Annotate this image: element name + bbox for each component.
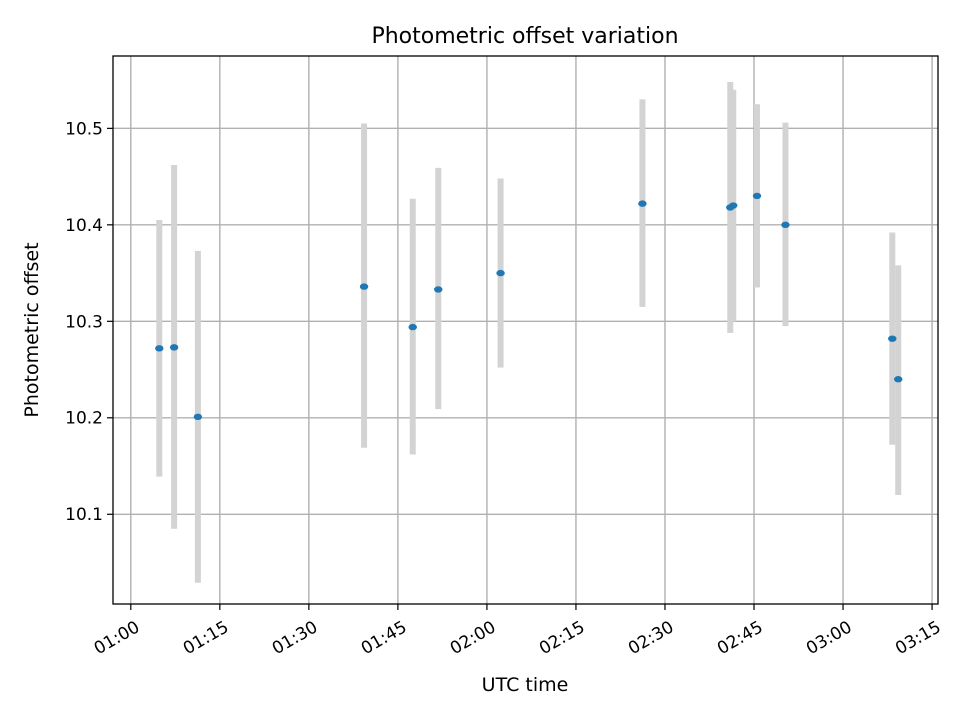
- x-tick-label: 02:45: [714, 617, 766, 659]
- data-point: [729, 202, 738, 209]
- y-tick-label: 10.3: [65, 312, 103, 332]
- x-tick-label: 01:45: [358, 617, 410, 659]
- x-tick-label: 01:15: [180, 617, 232, 659]
- x-tick-label: 01:00: [91, 617, 143, 659]
- data-point: [752, 192, 762, 200]
- data-point: [155, 345, 164, 352]
- x-tick-label: 02:00: [447, 617, 499, 659]
- x-tick-label: 01:30: [269, 617, 321, 659]
- data-point: [894, 376, 903, 383]
- y-axis-label: Photometric offset: [21, 242, 43, 417]
- y-tick-label: 10.1: [65, 505, 103, 525]
- data-point: [638, 200, 647, 207]
- data-point: [408, 323, 417, 331]
- data-point: [359, 283, 369, 290]
- y-tick-label: 10.5: [65, 119, 103, 139]
- data-point: [434, 286, 443, 293]
- data-point: [496, 269, 505, 277]
- data-points: [155, 192, 903, 421]
- data-point: [169, 344, 179, 351]
- x-tick-label: 03:00: [803, 617, 855, 659]
- error-bars: [156, 82, 902, 583]
- y-tick-label: 10.4: [65, 216, 103, 236]
- x-tick-label: 03:15: [892, 617, 944, 659]
- chart-title: Photometric offset variation: [371, 24, 678, 49]
- data-point: [888, 335, 897, 342]
- y-tick-label: 10.2: [65, 409, 103, 429]
- x-axis-label: UTC time: [482, 674, 569, 696]
- plot-frame: [112, 55, 939, 605]
- grid: [113, 56, 938, 604]
- data-point: [193, 413, 203, 421]
- data-point: [781, 221, 790, 229]
- x-tick-label: 02:30: [625, 617, 677, 659]
- x-tick-label: 02:15: [536, 617, 588, 659]
